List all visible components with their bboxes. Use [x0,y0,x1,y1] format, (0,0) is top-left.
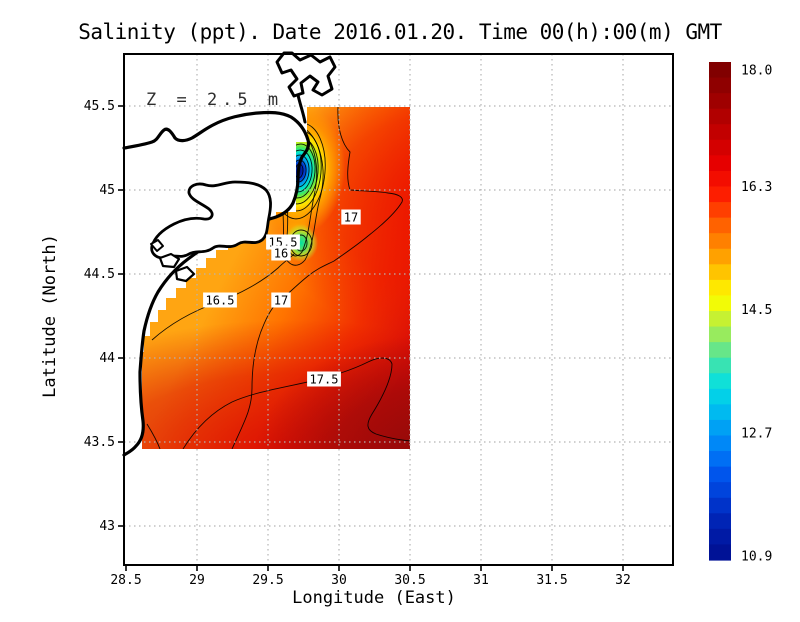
colorbar-band [709,544,731,561]
colorbar-band [709,497,731,514]
colorbar-band [709,186,731,203]
colorbar-band [709,373,731,390]
colorbar-band [709,404,731,421]
colorbar-band [709,482,731,499]
colorbar-band [709,279,731,297]
mainland-coast [122,110,311,457]
contour-label-box [307,371,341,387]
colorbar-band [709,170,731,188]
colorbar: 18.0 16.3 14.5 12.7 10.9 [709,62,772,565]
contour-17 [231,107,403,449]
island [174,265,196,283]
x-axis-title: Longitude (East) [292,588,456,608]
colorbar-band [709,342,731,359]
colorbar-band [709,93,731,110]
contour-label-box [203,292,237,308]
colorbar-band [709,528,731,546]
x-tick-label: 29 [189,573,205,588]
colorbar-band [709,311,731,328]
y-tick-label: 43.5 [84,435,115,450]
colorbar-tick-label: 16.3 [741,180,772,195]
colorbar-band [709,62,731,79]
x-tick-label: 31 [473,573,489,588]
contour-label-box [271,245,291,261]
contour-17-5 [182,357,410,449]
colorbar-band [709,388,731,405]
coastline [122,51,337,457]
colorbar-tick-label: 12.7 [741,426,772,441]
colorbar-band [709,295,731,312]
colorbar-band [709,108,731,125]
colorbar-tick-label: 18.0 [741,64,772,79]
y-tick-label: 43 [99,519,115,534]
colorbar-band [709,435,731,452]
y-tick-label: 45 [99,183,115,198]
colorbar-band [709,248,731,265]
colorbar-band [709,124,731,141]
colorbar-band [709,419,731,437]
contour-label-box [271,292,291,308]
colorbar-band [709,264,731,281]
x-tick-label: 28.5 [110,573,141,588]
contour-label: 17 [344,211,358,225]
contour-label: 16 [274,247,288,261]
low-salinity-patch [284,224,318,262]
contour-label: 16.5 [206,294,235,308]
lagoon-complex [150,180,272,260]
colorbar-band [709,139,731,156]
x-tick-label: 32 [615,573,631,588]
y-tick-label: 45.5 [84,99,115,114]
colorbar-band [709,451,731,468]
colorbar-band [709,155,731,172]
contour-16-5 [151,253,295,341]
plot-frame [123,53,674,566]
island [158,252,181,269]
colorbar-band [709,357,731,374]
colorbar-band [709,326,731,343]
colorbar-band [709,233,731,250]
colorbar-tick-label: 14.5 [741,303,772,318]
x-tick-label: 30.5 [394,573,425,588]
colorbar-band [709,202,731,219]
colorbar-tick-label: 10.9 [741,550,772,565]
island [150,239,164,252]
plot-title: Salinity (ppt). Date 2016.01.20. Time 00… [78,20,722,44]
x-tick-label: 29.5 [252,573,283,588]
contour-label-box [341,209,361,225]
contour-label: 17 [274,294,288,308]
y-tick-label: 44.5 [84,267,115,282]
colorbar-band [709,513,731,530]
depth-annotation: Z = 2.5 m [146,90,283,110]
x-tick-label: 30 [331,573,347,588]
colorbar-band [709,466,731,483]
colorbar-band [709,217,731,234]
y-axis-title: Latitude (North) [40,234,60,398]
x-tick-label: 31.5 [536,573,567,588]
danube-delta-lobe [275,51,337,98]
y-tick-label: 44 [99,351,115,366]
colorbar-band [709,77,731,94]
contour-label: 17.5 [310,373,339,387]
salinity-field [142,107,410,449]
